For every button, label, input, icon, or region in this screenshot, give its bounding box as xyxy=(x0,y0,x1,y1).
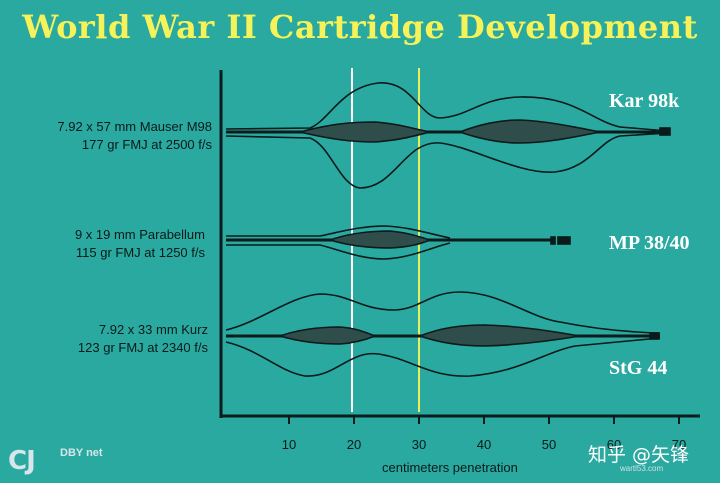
cjdby-logo: CJ xyxy=(8,446,36,476)
tick-label-10: 10 xyxy=(281,437,297,452)
tick-label-30: 30 xyxy=(411,437,427,452)
tick-label-70: 70 xyxy=(671,437,687,452)
cartridge-name: 7.92 x 57 mm Mauser M98 xyxy=(57,119,212,134)
watermark-url: wartl53.com xyxy=(620,464,664,473)
cartridge-load: 177 gr FMJ at 2500 f/s xyxy=(81,137,212,152)
tick-label-50: 50 xyxy=(541,437,557,452)
tick-label-20: 20 xyxy=(346,437,362,452)
weapon-label-stg44: StG 44 xyxy=(609,357,668,379)
tick-label-40: 40 xyxy=(476,437,492,452)
cartridge-load: 123 gr FMJ at 2340 f/s xyxy=(77,340,208,355)
cartridge-load: 115 gr FMJ at 1250 f/s xyxy=(75,245,205,260)
cartridge-name: 9 x 19 mm Parabellum xyxy=(74,227,205,242)
cartridge-label-kar98k: 7.92 x 57 mm Mauser M98 177 gr FMJ at 25… xyxy=(0,118,212,154)
profile-mp3840 xyxy=(226,225,571,260)
profile-stg44 xyxy=(225,291,661,377)
tick-label-60: 60 xyxy=(606,437,622,452)
weapon-label-kar98k: Kar 98k xyxy=(609,90,680,112)
x-axis-ticks xyxy=(288,416,680,424)
cartridge-label-mp3840: 9 x 19 mm Parabellum 115 gr FMJ at 1250 … xyxy=(0,226,205,262)
cartridge-label-stg44: 7.92 x 33 mm Kurz 123 gr FMJ at 2340 f/s xyxy=(0,321,208,357)
profile-kar98k xyxy=(225,82,671,189)
cartridge-name: 7.92 x 33 mm Kurz xyxy=(98,322,208,337)
page-title: World War II Cartridge Development xyxy=(22,8,698,46)
weapon-label-mp3840: MP 38/40 xyxy=(609,232,690,254)
x-axis-title: centimeters penetration xyxy=(382,460,518,475)
cjdby-logo-sub: DBY net xyxy=(60,447,103,459)
watermark-text: 知乎 @矢锋 xyxy=(588,444,690,466)
